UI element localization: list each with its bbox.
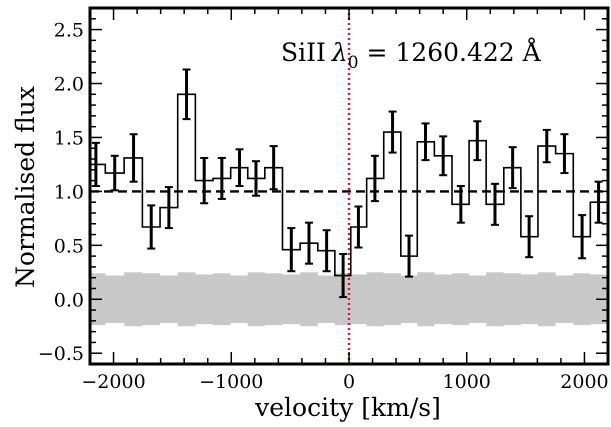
error-bar: [490, 182, 499, 226]
error-bar: [405, 234, 414, 278]
axes-layer: −2000 −1000 0 1000 2000 −0.5 0.0 0.5 1.0 1.5 2.0 2.…: [38, 6, 610, 393]
error-bar: [129, 133, 138, 183]
error-bar: [594, 180, 603, 224]
y-tick-label: 2.5: [54, 20, 84, 42]
x-tick-label: −1000: [199, 371, 263, 393]
error-bar: [542, 128, 551, 164]
flux-series-layer: [90, 93, 607, 277]
error-bar: [439, 135, 448, 177]
noise-band: [90, 272, 607, 327]
error-bar: [164, 186, 173, 230]
error-bar: [473, 120, 482, 162]
y-tick-label: 0.0: [54, 289, 84, 311]
error-bar: [91, 141, 100, 187]
y-tick-label: −0.5: [38, 343, 84, 365]
error-bar: [147, 204, 156, 250]
y-tick-label: 1.0: [54, 181, 84, 203]
error-bar: [251, 160, 260, 197]
x-axis-label: velocity [km/s]: [254, 393, 441, 422]
error-bar: [508, 146, 517, 190]
error-bar: [354, 205, 363, 249]
error-band-layer: [90, 272, 607, 327]
y-axis-label: Normalised flux: [11, 86, 40, 288]
y-tick-label: 2.0: [54, 74, 84, 96]
error-bar: [388, 110, 397, 154]
error-bar: [421, 122, 430, 162]
error-bar: [456, 185, 465, 224]
error-bars-layer: [91, 68, 603, 299]
y-tick-label: 0.5: [54, 235, 84, 257]
annotation-value: = 1260.422 Å: [359, 37, 542, 67]
error-bar: [560, 133, 569, 175]
error-bar: [339, 252, 348, 299]
error-bar: [304, 221, 313, 265]
error-bar: [287, 227, 296, 273]
error-bar: [217, 156, 226, 200]
x-tick-label: 1000: [443, 371, 491, 393]
error-bar: [322, 229, 331, 273]
y-tick-label: 1.5: [54, 127, 84, 149]
x-tick-label: −2000: [81, 371, 145, 393]
error-bar: [110, 154, 119, 192]
error-bar: [235, 148, 244, 187]
annotation-lambda-subscript: 0: [348, 53, 359, 73]
reference-lines: [90, 8, 608, 364]
error-bar: [182, 68, 191, 121]
error-bar: [269, 145, 278, 191]
x-tick-label: 0: [343, 371, 355, 393]
x-tick-label: 2000: [560, 371, 608, 393]
flux-step-line: [90, 93, 607, 277]
annotation-ion: SiII: [281, 38, 326, 67]
error-bar: [578, 214, 587, 260]
line-annotation: SiII λ0 = 1260.422 Å: [281, 37, 542, 73]
error-bar: [200, 156, 209, 205]
annotation-lambda: λ: [331, 38, 348, 67]
error-bar: [525, 215, 534, 259]
error-bar: [370, 154, 379, 203]
